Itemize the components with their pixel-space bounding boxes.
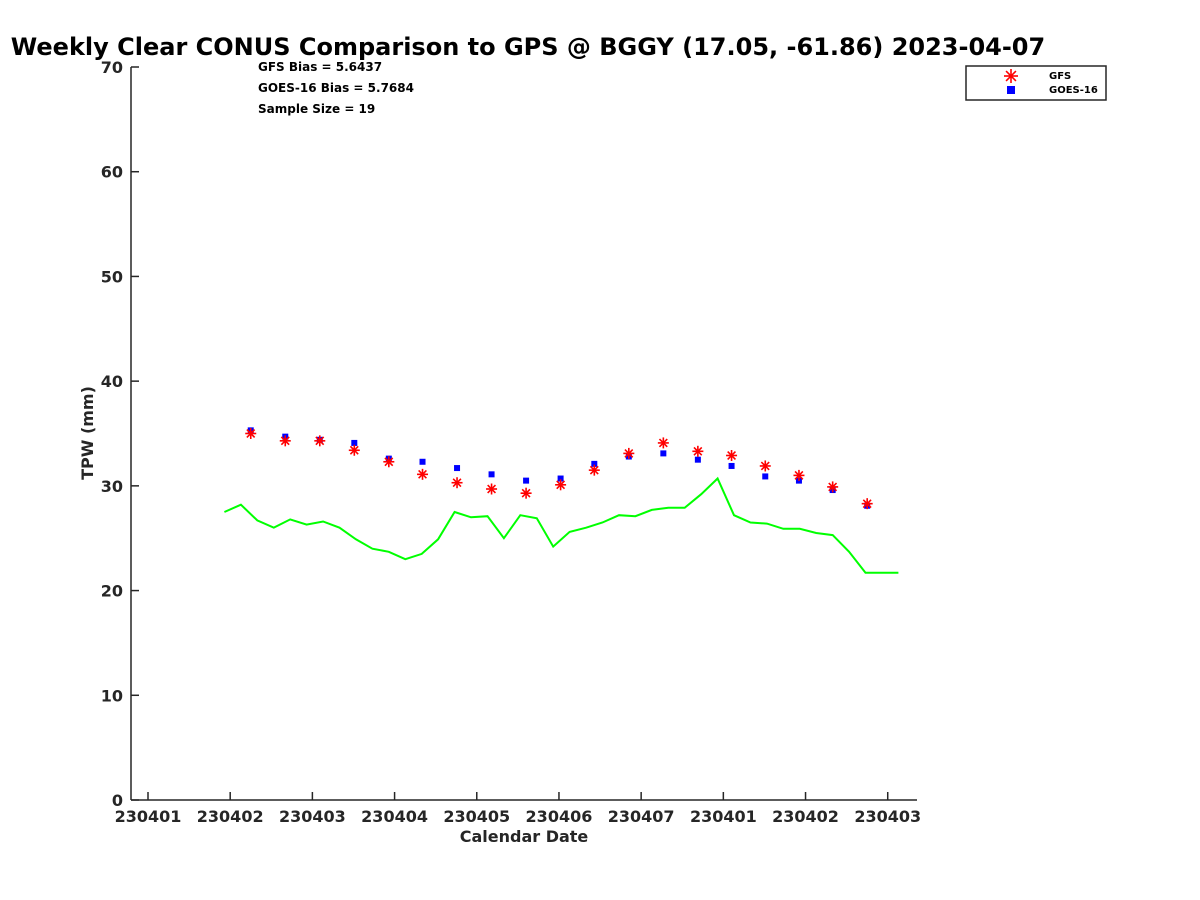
x-axis-label: Calendar Date	[460, 827, 589, 846]
gfs-point	[861, 498, 873, 510]
gfs-point	[657, 437, 669, 449]
gfs-point	[348, 444, 360, 456]
x-tick-label: 230401	[690, 807, 757, 826]
legend-gfs-asterisk	[1004, 69, 1018, 83]
annotation-sample-size: Sample Size = 19	[258, 102, 375, 116]
annotation-gfs-bias: GFS Bias = 5.6437	[258, 60, 382, 74]
gps-line	[223, 476, 899, 574]
x-tick-labels: 230401 230402 230403 230404 230405 230406 2304…	[115, 807, 922, 826]
goes16-point	[660, 450, 667, 457]
gfs-point	[520, 487, 532, 499]
y-tick-label: 0	[112, 791, 123, 810]
x-tick-label: 230407	[608, 807, 675, 826]
series-goes16	[247, 427, 871, 509]
y-tick-label: 60	[101, 163, 123, 182]
gfs-point	[314, 435, 326, 447]
goes16-point	[454, 465, 461, 472]
gfs-point	[486, 483, 498, 495]
gfs-point	[451, 477, 463, 489]
goes16-point	[694, 456, 701, 463]
gfs-point	[555, 479, 567, 491]
x-tick-label: 230402	[197, 807, 264, 826]
gfs-point	[726, 449, 738, 461]
chart-title: Weekly Clear CONUS Comparison to GPS @ B…	[11, 33, 1045, 61]
legend-goes16-marker	[1007, 86, 1015, 94]
y-tick-label: 30	[101, 477, 123, 496]
legend-goes16-label: GOES-16	[1049, 85, 1098, 96]
x-tick-label: 230403	[854, 807, 921, 826]
x-tick-label: 230403	[279, 807, 346, 826]
y-axis-label: TPW (mm)	[78, 386, 97, 480]
goes16-point	[523, 477, 530, 484]
goes16-point	[557, 475, 564, 482]
legend: GFS GOES-16	[965, 65, 1107, 101]
goes16-point	[419, 458, 426, 465]
goes16-point	[488, 471, 495, 478]
axes	[130, 67, 917, 801]
gfs-point	[793, 469, 805, 481]
tick-marks	[131, 66, 889, 801]
gfs-point	[245, 428, 257, 439]
y-tick-label: 50	[101, 267, 123, 286]
gfs-point	[279, 435, 291, 447]
annotation-goes-bias: GOES-16 Bias = 5.7684	[258, 81, 414, 95]
series-gps	[223, 476, 899, 574]
gfs-point	[759, 460, 771, 472]
legend-gfs-label: GFS	[1049, 71, 1071, 82]
goes16-point	[351, 439, 358, 446]
gfs-point	[383, 456, 395, 468]
y-tick-labels: 0 10 20 30 40 50 60 70	[101, 58, 123, 810]
gfs-point	[623, 447, 635, 459]
y-tick-label: 20	[101, 582, 123, 601]
goes16-point	[591, 460, 598, 467]
y-tick-label: 40	[101, 372, 123, 391]
gfs-point	[588, 464, 600, 476]
goes16-point	[762, 473, 769, 480]
x-tick-label: 230401	[115, 807, 182, 826]
x-tick-label: 230405	[443, 807, 510, 826]
y-tick-label: 70	[101, 58, 123, 77]
x-tick-label: 230402	[772, 807, 839, 826]
legend-box	[965, 65, 1107, 101]
gfs-point	[692, 445, 704, 457]
y-tick-label: 10	[101, 686, 123, 705]
legend-gfs-marker	[1004, 69, 1018, 83]
gfs-point	[827, 481, 839, 493]
gfs-point	[417, 468, 429, 480]
x-tick-label: 230404	[361, 807, 428, 826]
x-tick-label: 230406	[526, 807, 593, 826]
series-gfs	[245, 428, 873, 510]
goes16-point	[728, 462, 735, 469]
